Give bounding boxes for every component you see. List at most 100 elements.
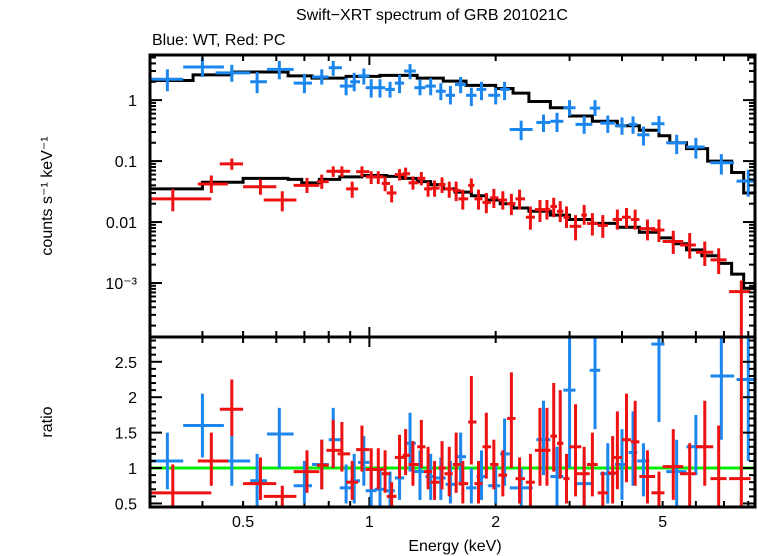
ratio-point-pc [293, 450, 320, 493]
y-tick-label: 1 [128, 93, 137, 110]
spectrum-point-wt [628, 116, 638, 134]
spectrum-point-pc [365, 171, 377, 185]
spectrum-point-pc [263, 191, 297, 212]
spectrum-point-pc [452, 181, 461, 202]
spectrum-point-pc [515, 189, 526, 210]
spectrum-point-wt [466, 87, 477, 107]
spectrum-point-wt [710, 154, 735, 175]
ratio-frame [148, 335, 757, 509]
x-axis-label: Energy (keV) [408, 538, 501, 555]
spectrum-point-pc [563, 206, 570, 228]
ratio-point-wt [358, 436, 370, 486]
ratio-point-wt [266, 407, 294, 469]
ratio-point-pc [630, 400, 640, 486]
spectrum-point-wt [509, 120, 533, 141]
spectrum-point-pc [680, 233, 696, 259]
spectrum-point-wt [455, 76, 467, 94]
spectrum-point-pc [710, 248, 727, 275]
ratio-point-pc [452, 432, 461, 493]
ratio-point-wt [328, 407, 342, 469]
spectrum-point-wt [339, 78, 355, 96]
y-tick-label: 0.1 [115, 154, 137, 171]
ratio-point-pc [498, 450, 508, 497]
spectrum-point-wt [550, 112, 564, 132]
spectrum-point-wt [445, 86, 456, 105]
spectrum-point-wt [404, 64, 416, 80]
ratio-point-pc [356, 425, 370, 472]
spectrum-point-pc [430, 180, 440, 197]
ratio-point-pc [680, 443, 696, 507]
ratio-panel: 0.5 1 2 5 0.5 1 1.5 2 2.5 [115, 335, 757, 531]
spectrum-point-pc [374, 171, 384, 185]
ratio-point-pc [243, 457, 277, 500]
spectrum-point-pc [556, 201, 564, 223]
chart-title: Swift−XRT spectrum of GRB 201021C [296, 7, 568, 24]
model-line-pc-model [150, 174, 755, 290]
ratio-point-pc [575, 446, 590, 507]
spectrum-point-wt [250, 71, 267, 94]
spectrum-point-wt [476, 81, 487, 101]
ratio-point-wt [183, 393, 224, 458]
spectrum-point-pc [662, 230, 684, 254]
spectrum-point-pc [695, 241, 714, 266]
spectrum-point-pc [424, 181, 432, 197]
spectrum-point-wt [589, 100, 601, 116]
spectrum-point-pc [293, 177, 320, 193]
spectrum-point-pc [219, 158, 244, 170]
spectrum-point-pc [316, 174, 329, 189]
y-tick-label: 0.01 [106, 215, 137, 232]
model-line-wt-model [150, 70, 755, 195]
x-tick-label: 5 [658, 514, 667, 531]
chart-subtitle: Blue: WT, Red: PC [152, 32, 285, 49]
y-tick-label: 1.5 [115, 426, 137, 443]
ratio-point-pc [408, 441, 419, 486]
ratio-point-pc [597, 471, 608, 507]
ratio-point-pc [490, 439, 499, 490]
ratio-point-wt [710, 337, 735, 440]
y-tick-label: 2.5 [115, 355, 137, 372]
spectrum-point-wt [385, 81, 395, 98]
ratio-point-pc [695, 400, 714, 486]
y-tick-label: 0.5 [115, 496, 137, 513]
x-tick-label: 0.5 [232, 514, 254, 531]
ratio-point-pc [612, 411, 622, 490]
ratio-point-pc [468, 375, 477, 465]
ratio-point-pc [150, 464, 212, 507]
ratio-point-pc [507, 372, 516, 469]
ratio-point-pc [525, 453, 535, 507]
spectrum-point-pc [458, 189, 469, 210]
ratio-point-pc [346, 460, 359, 500]
spectrum-panel: 1 0.1 0.01 10⁻³ [105, 53, 757, 507]
spectrum-point-pc [482, 192, 492, 214]
ratio-data [150, 337, 755, 507]
spectrum-point-pc [586, 213, 598, 236]
spectrum-point-pc [402, 167, 411, 180]
ratio-point-wt [666, 439, 687, 507]
ratio-point-wt [293, 460, 313, 504]
spectrum-point-wt [425, 78, 436, 96]
spectrum-point-pc [337, 166, 351, 177]
spectrum-point-wt [293, 73, 313, 94]
spectrum-point-pc [438, 177, 446, 193]
spectrum-point-wt [266, 60, 294, 80]
y-tick-label: 2 [128, 390, 137, 407]
spectrum-point-wt [575, 115, 593, 134]
y-tick-label: 1 [128, 461, 137, 478]
ratio-point-pc [639, 450, 656, 504]
spectrum-point-pc [498, 191, 508, 210]
x-tick-label: 1 [365, 514, 374, 531]
ratio-point-wt [563, 337, 576, 469]
spectrum-point-pc [150, 188, 212, 212]
ratio-point-wt [736, 337, 755, 461]
ratio-point-pc [394, 434, 405, 479]
ratio-point-pc [444, 446, 453, 497]
spectrum-point-wt [637, 126, 650, 146]
ratio-point-pc [381, 450, 391, 493]
spectrum-point-wt [394, 74, 405, 94]
ratio-point-pc [430, 460, 440, 500]
ratio-point-pc [438, 441, 446, 490]
ratio-point-pc [402, 429, 411, 476]
spectrum-point-pc [630, 209, 640, 230]
spectrum-data [150, 57, 755, 337]
spectrum-point-pc [525, 206, 535, 230]
